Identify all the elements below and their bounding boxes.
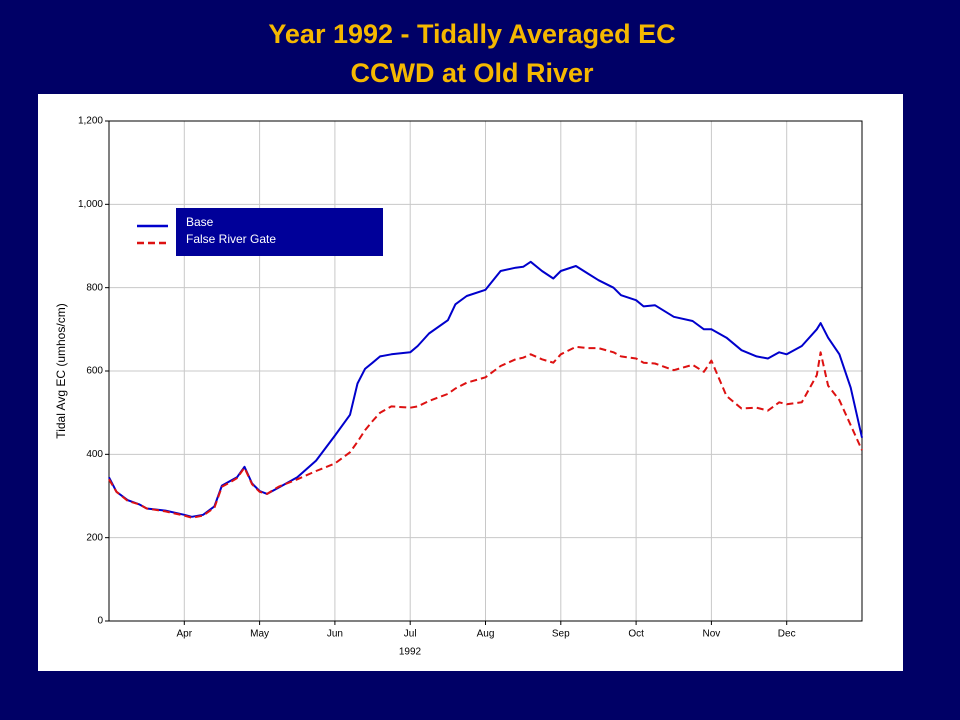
chart-subtitle: CCWD at Old River xyxy=(350,58,594,88)
x-axis-label: 1992 xyxy=(399,647,422,658)
plot-panel xyxy=(38,94,903,671)
y-tick-label: 400 xyxy=(86,449,103,460)
y-tick-label: 0 xyxy=(97,616,103,627)
series-line xyxy=(108,345,863,519)
plot-frame xyxy=(108,120,863,622)
y-tick-label: 1,000 xyxy=(78,199,103,210)
x-tick-label: Dec xyxy=(778,629,796,640)
x-tick-label: Sep xyxy=(552,629,570,640)
y-tick-label: 1,200 xyxy=(78,116,103,127)
y-tick-label: 800 xyxy=(86,282,103,293)
x-tick-label: Apr xyxy=(177,629,193,640)
x-tick-label: Aug xyxy=(477,629,495,640)
y-tick-label: 200 xyxy=(86,532,103,543)
series-line xyxy=(108,260,863,518)
chart-title: Year 1992 - Tidally Averaged EC xyxy=(268,19,675,49)
legend-box xyxy=(176,208,383,256)
x-tick-label: Jun xyxy=(327,629,343,640)
x-tick-label: Jul xyxy=(404,629,417,640)
legend-label: Base xyxy=(186,215,214,229)
x-tick-label: Nov xyxy=(703,629,721,640)
legend-label: False River Gate xyxy=(186,232,276,246)
y-tick-label: 600 xyxy=(86,366,103,377)
x-tick-label: May xyxy=(250,629,269,640)
x-tick-label: Oct xyxy=(628,629,644,640)
y-axis-label: Tidal Avg EC (umhos/cm) xyxy=(54,303,68,438)
